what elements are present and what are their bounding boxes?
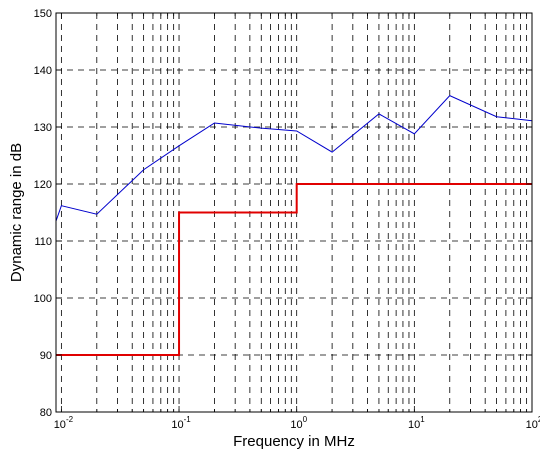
y-axis-label: Dynamic range in dB (8, 143, 25, 282)
x-axis-label: Frequency in MHz (233, 433, 355, 450)
plot-frame (55, 12, 533, 413)
y-tick-labels: 80 90 100 110 120 130 140 150 (34, 8, 52, 419)
x-tick-label: 102 (526, 415, 540, 431)
limit-step-series (56, 183, 532, 356)
y-tick-label: 130 (34, 122, 52, 134)
x-tick-label: 101 (408, 415, 425, 431)
y-tick-label: 120 (34, 179, 52, 191)
x-tick-label: 10-1 (171, 415, 191, 431)
y-tick-label: 90 (40, 350, 52, 362)
x-tick-label: 10-2 (54, 415, 74, 431)
y-tick-label: 150 (34, 8, 52, 20)
y-tick-label: 140 (34, 65, 52, 77)
series-layer (55, 95, 533, 356)
tick-marks (55, 12, 533, 413)
measured-series (55, 95, 533, 222)
x-tick-labels: 10-2 10-1 100 101 102 (54, 415, 540, 431)
y-tick-label: 80 (40, 407, 52, 419)
x-tick-label: 100 (290, 415, 307, 431)
y-tick-label: 110 (34, 236, 52, 248)
y-tick-label: 100 (34, 293, 52, 305)
